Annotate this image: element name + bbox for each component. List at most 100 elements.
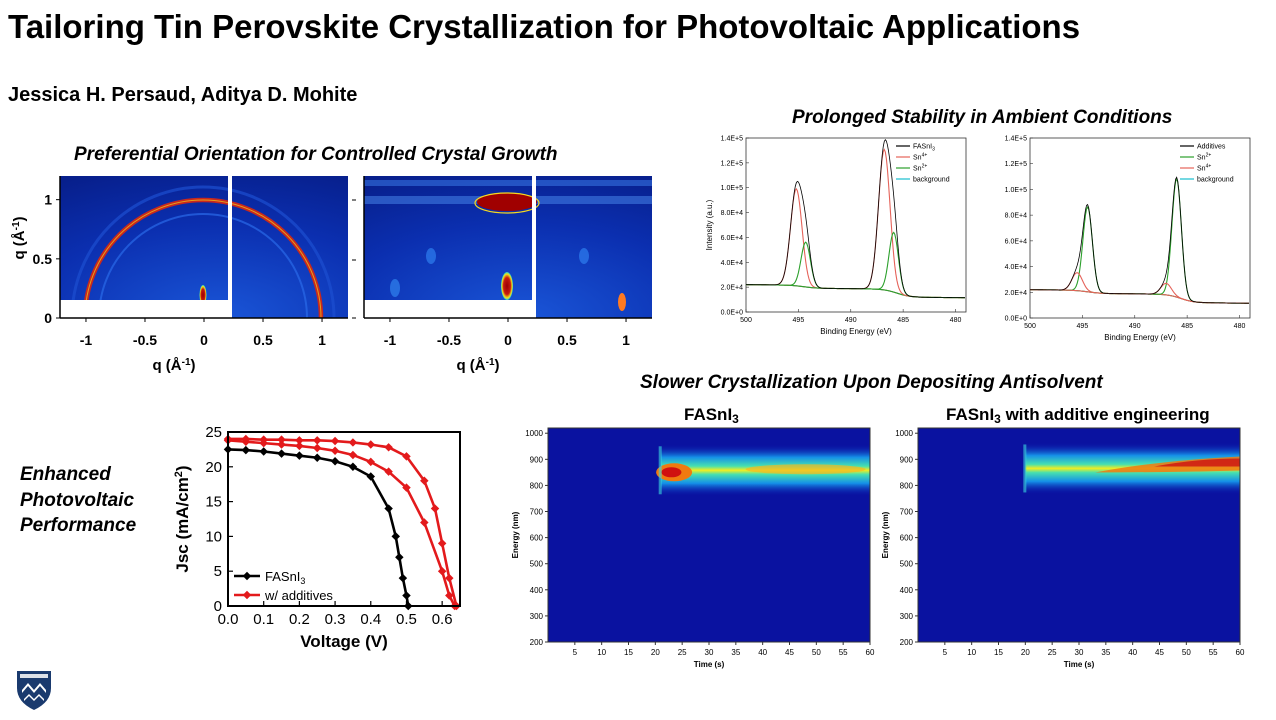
xps-y-tick-label: 4.0E+4 (721, 260, 743, 267)
heatmap-x-tick-label: 35 (731, 648, 740, 657)
heatmap-x-axis-label: Time (s) (694, 660, 725, 669)
heatmap-x-tick-label: 10 (967, 648, 976, 657)
heatmap-x-tick-label: 50 (812, 648, 821, 657)
shield-logo (17, 671, 51, 710)
jv-data-point (241, 445, 251, 455)
xps-x-tick-label: 495 (793, 317, 805, 324)
jv-data-point (445, 591, 454, 600)
xps-component-curve (1029, 272, 1249, 304)
heatmap-x-tick-label: 15 (624, 648, 633, 657)
heatmap-y-tick-label: 600 (900, 534, 914, 543)
heatmap-onset-edge (658, 446, 662, 495)
jv-y-axis-label: Jsc (mA/cm2) (173, 465, 192, 572)
section-title-stability: Prolonged Stability in Ambient Condition… (792, 107, 1173, 128)
heatmap-x-tick-label: 55 (839, 648, 848, 657)
heatmap-x-tick-label: 50 (1182, 648, 1191, 657)
xps-y-tick-label: 2.0E+4 (1005, 290, 1027, 297)
xps-y-tick-label: 6.0E+4 (1005, 238, 1027, 245)
section-title-performance: Enhanced Photovoltaic Performance (20, 462, 136, 539)
xps-legend-label: Additives (1197, 144, 1226, 151)
jv-data-point (384, 443, 393, 452)
heatmap-x-tick-label: 10 (597, 648, 606, 657)
jv-legend-label: w/ additives (264, 588, 333, 603)
heatmap-x-tick-label: 40 (758, 648, 767, 657)
jv-data-point (277, 435, 286, 444)
jv-data-point (437, 539, 447, 548)
xps-y-tick-label: 8.0E+4 (721, 210, 743, 217)
xps-background-curve (1029, 289, 1249, 304)
heatmap-title-fasni3: FASnI3 (684, 405, 739, 426)
xps-plot-frame (1029, 137, 1251, 319)
giwaxs-panel-additives (364, 176, 652, 318)
xps-envelope-curve (745, 138, 965, 299)
xps-legend-label: Sn4+ (1197, 164, 1211, 173)
xps-background-curve (745, 284, 965, 299)
heatmap-x-tick-label: 30 (705, 648, 714, 657)
xps-envelope-curve (1029, 176, 1249, 304)
jv-data-point (430, 504, 440, 513)
jv-y-tick-label: 15 (205, 494, 222, 511)
heatmap-y-axis-label: Energy (nm) (881, 511, 890, 558)
xps-x-tick-label: 480 (950, 317, 962, 324)
xps-y-tick-label: 6.0E+4 (721, 235, 743, 242)
performance-line-2: Photovoltaic (20, 489, 135, 511)
giwaxs-x-tick-label: 0 (200, 332, 208, 348)
xps-x-tick-label: 495 (1077, 323, 1089, 330)
xps-legend-label: FASnI3 (913, 144, 935, 153)
xps-chart-additives: 0.0E+0 2.0E+4 4.0E+4 6.0E+4 8.0E+4 1.0E+5 1.2E… (1005, 136, 1251, 342)
section-title-orientation: Preferential Orientation for Controlled … (74, 144, 558, 165)
heatmap-x-tick-label: 25 (678, 648, 687, 657)
xps-y-tick-label: 8.0E+4 (1005, 213, 1027, 220)
xps-y-tick-label: 1.2E+5 (1005, 161, 1027, 168)
jv-data-point (241, 434, 251, 444)
giwaxs-x-tick-label: 0 (504, 332, 512, 348)
jv-chart: 0.0 0.1 0.2 0.3 0.4 0.5 0.6 0 5 10 15 20 25 Voltage (… (173, 424, 461, 651)
giwaxs-x-tick-label: -1 (80, 332, 93, 348)
heatmap-x-tick-label: 55 (1209, 648, 1218, 657)
xps-x-tick-label: 480 (1234, 323, 1246, 330)
heatmap-x-axis-label: Time (s) (1064, 660, 1095, 669)
heatmap-y-tick-label: 1000 (895, 429, 913, 438)
jv-x-tick-label: 0.1 (253, 611, 274, 628)
heatmap-y-tick-label: 300 (530, 612, 544, 621)
jv-x-tick-label: 0.3 (325, 611, 346, 628)
xps-y-tick-label: 0.0E+0 (1005, 316, 1027, 323)
poster-title: Tailoring Tin Perovskite Crystallization… (8, 8, 1081, 45)
giwaxs-y-tick-label: 1 (44, 192, 52, 208)
heatmap-title-additives: FASnI3 with additive engineering (946, 405, 1210, 426)
author-list: Jessica H. Persaud, Aditya D. Mohite (8, 84, 358, 106)
giwaxs-x-tick-label: -1 (384, 332, 397, 348)
xps-y-tick-label: 0.0E+0 (721, 310, 743, 317)
jv-x-tick-label: 0.6 (432, 611, 453, 628)
jv-data-point (395, 553, 404, 562)
jv-data-point (330, 446, 340, 456)
xps-chart-fasni3: 0.0E+0 2.0E+4 4.0E+4 6.0E+4 8.0E+4 1.0E+5 1.2E… (705, 136, 967, 336)
jv-y-tick-label: 5 (214, 563, 222, 580)
performance-line-1: Enhanced (20, 464, 111, 485)
jv-data-point (330, 456, 340, 466)
heatmap-y-tick-label: 300 (900, 612, 914, 621)
xps-y-tick-label: 2.0E+4 (721, 285, 743, 292)
xps-y-tick-label: 4.0E+4 (1005, 264, 1027, 271)
xps-y-tick-label: 1.4E+5 (1005, 136, 1027, 143)
xps-component-curve (1029, 282, 1249, 304)
jv-data-point (295, 436, 304, 445)
heatmap-y-tick-label: 700 (900, 508, 914, 517)
heatmap-x-tick-label: 45 (1155, 648, 1164, 657)
heatmap-x-tick-label: 5 (943, 648, 948, 657)
jv-data-point (398, 573, 408, 583)
heatmap-y-tick-label: 700 (530, 508, 544, 517)
xps-x-tick-label: 485 (1181, 323, 1193, 330)
xps-legend-label: Sn2+ (913, 164, 927, 173)
jv-data-point (259, 447, 268, 456)
jv-data-point (277, 449, 286, 458)
heatmap-y-tick-label: 800 (900, 481, 914, 490)
xps-component-curve (1029, 205, 1249, 304)
xps-plot-frame (745, 137, 967, 313)
jv-data-point (348, 450, 358, 460)
xps-component-curve (745, 231, 965, 299)
jv-data-point (384, 504, 393, 513)
jv-y-tick-label: 10 (205, 528, 222, 545)
jv-data-point (420, 518, 429, 527)
xps-legend-label: background (913, 177, 950, 184)
